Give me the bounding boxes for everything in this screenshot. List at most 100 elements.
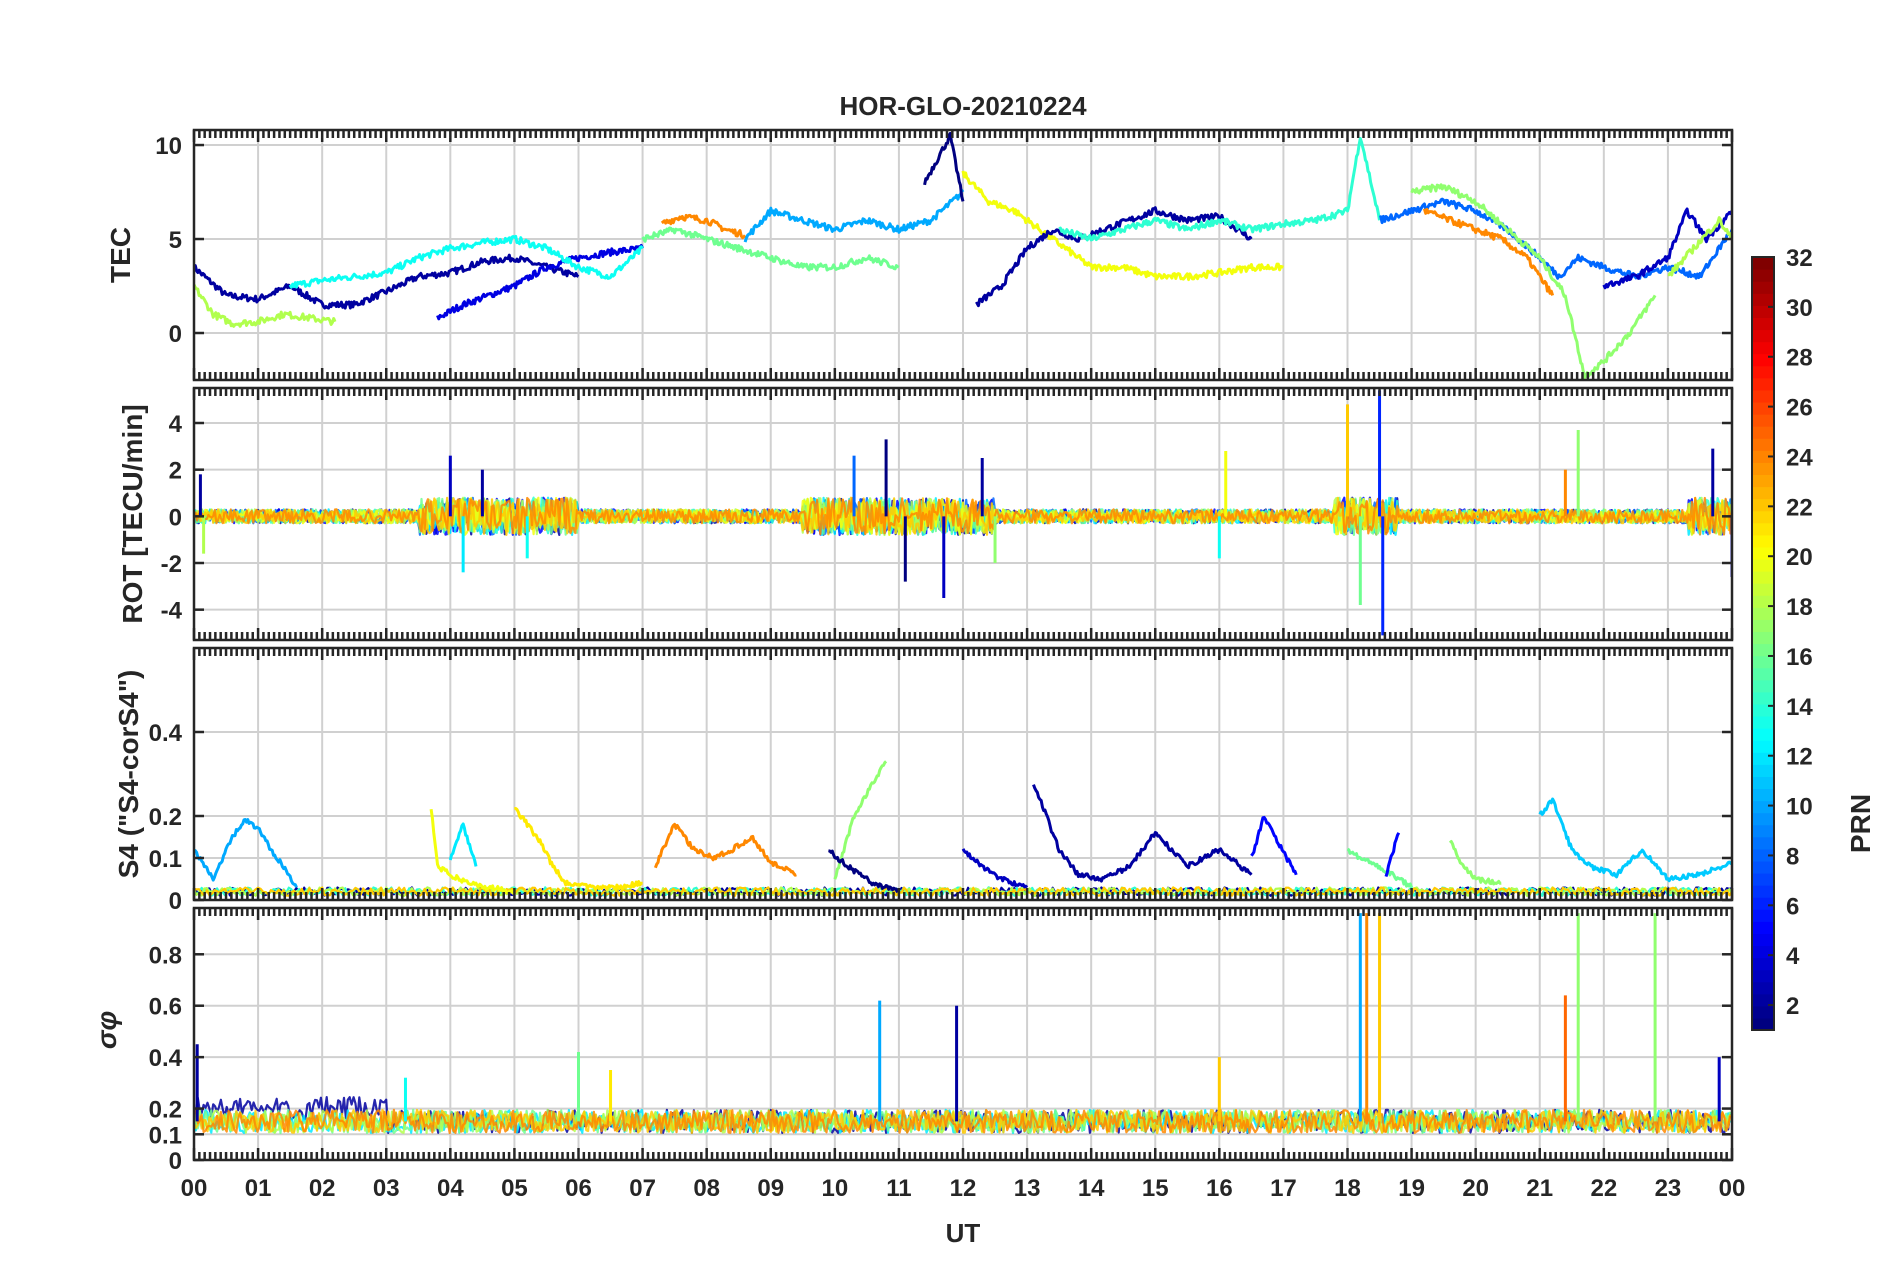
colorbar-swatch (1752, 341, 1774, 355)
colorbar-swatch (1752, 607, 1774, 620)
tec-series-9 (1058, 137, 1381, 242)
colorbar-tick-label: 18 (1786, 594, 1813, 621)
x-tick-label: 06 (565, 1175, 592, 1202)
y-tick-label: 0.8 (149, 942, 182, 969)
colorbar-swatch (1752, 365, 1774, 379)
s4-series-2 (448, 822, 478, 867)
x-tick-label: 22 (1590, 1175, 1617, 1202)
y-tick-label: 0 (169, 1148, 182, 1175)
panel-ticks (192, 648, 1734, 902)
colorbar-tick-label: 10 (1786, 794, 1813, 821)
chart-title: HOR-GLO-20210224 (839, 91, 1087, 121)
y-tick-label: 0 (169, 504, 182, 531)
colorbar-swatch (1752, 498, 1774, 512)
x-tick-label: 01 (245, 1175, 272, 1202)
x-tick-label: 07 (629, 1175, 656, 1202)
colorbar-swatch (1752, 824, 1774, 838)
colorbar-swatch (1752, 510, 1774, 524)
y-tick-label: 0.2 (149, 804, 182, 831)
colorbar-swatch (1752, 269, 1774, 282)
colorbar-swatch (1752, 353, 1774, 367)
colorbar-tick-label: 32 (1786, 245, 1813, 272)
s4-series-5 (833, 760, 888, 880)
colorbar-swatch (1752, 715, 1774, 729)
x-tick-label: 05 (501, 1175, 528, 1202)
s4-series-10 (1346, 847, 1414, 888)
colorbar-tick-label: 26 (1786, 395, 1813, 422)
s4-series-3 (514, 807, 643, 892)
tec-series-4 (660, 213, 747, 240)
s4-series-0 (194, 818, 298, 889)
colorbar-swatch (1752, 812, 1774, 826)
tec-series-6 (923, 131, 965, 202)
colorbar-swatch (1752, 788, 1774, 802)
colorbar-swatch (1752, 329, 1774, 343)
colorbar-swatch (1752, 981, 1774, 995)
panel-rot: -4 -2 0 2 4 ROT [TECU/min] (117, 386, 1734, 642)
panel-sigma_phi: 00.10.2 0.4 0.6 0.8 σφ (91, 906, 1734, 1175)
tec-series-12 (1422, 207, 1555, 296)
colorbar-tick-label: 20 (1786, 544, 1813, 571)
colorbar-swatch (1752, 933, 1774, 947)
colorbar-swatch (1752, 728, 1774, 741)
y-tick-label: 0 (169, 321, 182, 348)
panel-grid (194, 130, 1732, 380)
y-axis-label: ROT [TECU/min] (117, 404, 148, 623)
colorbar-swatch (1752, 389, 1774, 403)
colorbar-tick-label: 30 (1786, 295, 1813, 322)
colorbar-swatch (1752, 317, 1774, 331)
y-tick-label: 0.1 (149, 1122, 182, 1149)
colorbar-swatch (1752, 558, 1774, 572)
panel-data (194, 390, 1732, 636)
x-tick-label: 08 (693, 1175, 720, 1202)
colorbar-swatch (1752, 293, 1774, 306)
x-tick-label: 19 (1398, 1175, 1425, 1202)
y-tick-label: 0.4 (149, 1045, 183, 1072)
colorbar-tick-label: 4 (1786, 943, 1800, 970)
colorbar-swatch (1752, 679, 1774, 693)
s4-series-12 (1448, 840, 1502, 886)
colorbar-swatch (1752, 595, 1774, 608)
s4-series-11 (1384, 832, 1401, 878)
colorbar-tick-label: 12 (1786, 744, 1813, 771)
tec-series-3 (194, 283, 337, 328)
colorbar-swatch (1752, 619, 1774, 633)
tec-series-15 (1667, 216, 1732, 277)
colorbar-tick-label: 8 (1786, 843, 1799, 870)
tec-series-7 (961, 170, 1284, 282)
x-tick-label: 12 (950, 1175, 977, 1202)
colorbar-swatch (1752, 776, 1774, 790)
colorbar-swatch (1752, 993, 1774, 1007)
x-tick-label: 16 (1206, 1175, 1233, 1202)
y-tick-label: -2 (161, 551, 182, 578)
colorbar-swatch (1752, 703, 1774, 717)
tec-series-2 (288, 234, 644, 289)
colorbar-swatch (1752, 800, 1774, 814)
colorbar-swatch (1752, 534, 1774, 548)
colorbar-swatch (1752, 909, 1774, 922)
y-tick-label: 0.4 (149, 720, 183, 747)
x-tick-label: 23 (1655, 1175, 1682, 1202)
panel-ticks (192, 388, 1734, 640)
x-tick-label: 20 (1462, 1175, 1489, 1202)
x-tick-label: 10 (821, 1175, 848, 1202)
x-tick-label: 14 (1078, 1175, 1105, 1202)
x-tick-label: 02 (309, 1175, 336, 1202)
y-tick-label: 0.1 (149, 846, 182, 873)
colorbar-swatch (1752, 583, 1774, 596)
colorbar-swatch (1752, 450, 1774, 463)
sigma-noise-prn-24 (194, 1108, 1732, 1135)
colorbar-swatch (1752, 474, 1774, 488)
colorbar-frame (1751, 256, 1775, 1031)
colorbar-swatch (1752, 426, 1774, 439)
colorbar-tick-label: 6 (1786, 893, 1799, 920)
s4-series-13 (1538, 797, 1732, 883)
colorbar-swatch (1752, 667, 1774, 681)
y-tick-label: -4 (161, 598, 183, 625)
y-axis-label: TEC (105, 227, 136, 283)
x-tick-label: 09 (757, 1175, 784, 1202)
y-tick-label: 5 (169, 227, 182, 254)
x-tick-label: 03 (373, 1175, 400, 1202)
x-tick-label: 18 (1334, 1175, 1361, 1202)
